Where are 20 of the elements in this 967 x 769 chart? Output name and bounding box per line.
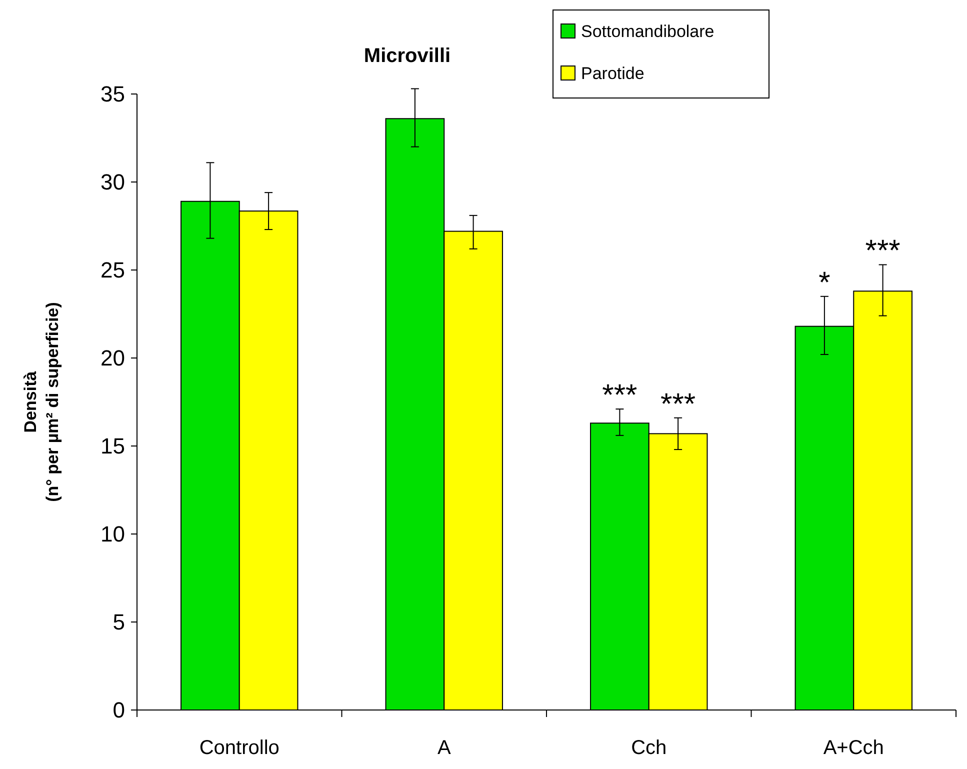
y-tick-label: 35: [100, 82, 125, 107]
y-tick-label: 0: [112, 698, 125, 723]
x-tick-label: A: [437, 737, 452, 759]
annotation: ***: [865, 234, 901, 268]
y-tick-label: 30: [100, 170, 125, 195]
x-tick-label: A+Cch: [823, 737, 884, 759]
y-tick-label: 20: [100, 346, 125, 371]
y-tick-label: 10: [100, 522, 125, 547]
chart-title: Microvilli: [364, 45, 451, 67]
x-tick-label: Controllo: [199, 737, 280, 759]
y-tick-label: 5: [112, 610, 125, 635]
annotation: ***: [660, 388, 696, 421]
x-tick-label: Cch: [631, 737, 667, 759]
legend-label: Sottomandibolare: [581, 22, 714, 41]
annotation: *: [818, 266, 831, 300]
annotation: ***: [602, 379, 638, 412]
y-axis-title: Densità (n° per µm² di superficie): [21, 302, 62, 502]
legend-label: Parotide: [581, 64, 644, 83]
y-tick-label: 25: [100, 258, 125, 283]
y-tick-label: 15: [100, 434, 125, 459]
